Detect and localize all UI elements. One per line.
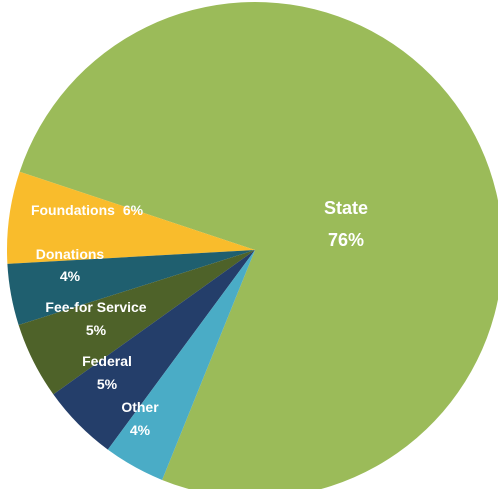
- slice-label-donations: Donations: [36, 246, 105, 262]
- pie-slices: [7, 2, 498, 489]
- slice-label-other: Other: [121, 399, 159, 415]
- slice-label-state: State: [324, 198, 368, 218]
- slice-value-donations: 4%: [60, 268, 81, 284]
- slice-value-fee-for-service: 5%: [86, 322, 107, 338]
- pie-slice-federal: [53, 250, 255, 450]
- slice-label-foundations: Foundations 6%: [31, 202, 144, 218]
- slice-label-fee-for-service: Fee-for Service: [45, 299, 146, 315]
- slice-value-other: 4%: [130, 422, 151, 438]
- pie-slice-donations: [7, 250, 256, 325]
- slice-label-foundations-name: Foundations: [31, 202, 115, 218]
- slice-value-state: 76%: [328, 230, 364, 250]
- pie-slice-fee-for-service: [18, 250, 255, 395]
- slice-value-federal: 5%: [97, 376, 118, 392]
- pie-slice-state: [19, 2, 498, 489]
- pie-slice-other: [107, 250, 255, 480]
- slice-label-federal: Federal: [82, 353, 132, 369]
- slice-value-foundations: 6%: [123, 202, 144, 218]
- pie-slice-foundations: [7, 171, 255, 264]
